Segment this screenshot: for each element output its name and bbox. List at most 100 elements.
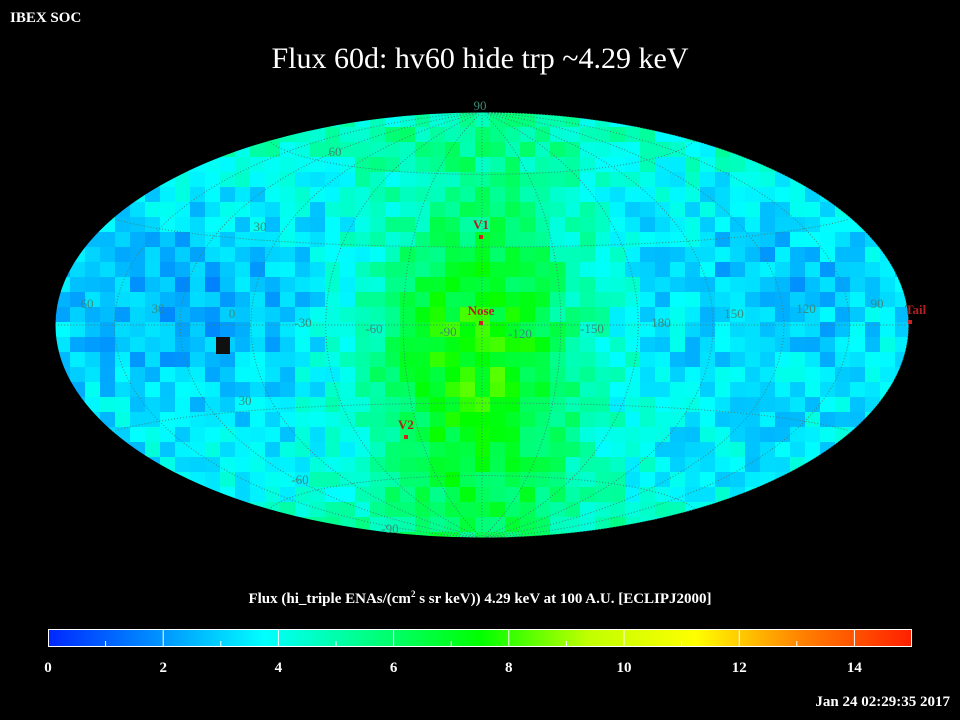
flux-pixel [700,457,716,473]
flux-pixel [115,457,131,473]
flux-pixel [550,112,566,113]
flux-pixel [505,262,521,278]
flux-pixel [610,247,626,263]
flux-pixel [775,322,791,338]
flux-pixel [880,217,896,233]
flux-pixel [460,472,476,488]
flux-pixel [445,202,461,218]
flux-pixel [370,112,386,113]
flux-pixel [655,187,671,203]
flux-pixel [865,412,881,428]
flux-pixel [790,337,806,353]
flux-pixel [700,382,716,398]
flux-pixel [640,322,656,338]
flux-pixel [565,292,581,308]
graticule-line [483,113,562,537]
flux-pixel [250,457,266,473]
flux-pixel [355,382,371,398]
flux-pixel [340,502,356,518]
flux-pixel [610,427,626,443]
flux-pixel [835,352,851,368]
flux-pixel [415,247,431,263]
flux-pixel [565,172,581,188]
flux-pixel [610,172,626,188]
flux-pixel [565,142,581,158]
flux-pixel [190,172,206,188]
marker-label-nose: Nose [468,303,495,318]
flux-pixel [490,397,506,413]
flux-pixel [220,442,236,458]
longitude-label: 150 [724,306,744,321]
flux-pixel [430,232,446,248]
flux-pixel [595,262,611,278]
flux-pixel [430,367,446,383]
flux-pixel [790,292,806,308]
flux-pixel [130,172,146,188]
flux-pixel [235,382,251,398]
flux-pixel [820,322,836,338]
flux-pixel [55,277,56,293]
flux-pixel [205,322,221,338]
longitude-label: -60 [365,321,382,336]
flux-pixel [280,472,296,488]
flux-pixel [115,307,131,323]
flux-pixel [760,277,776,293]
flux-pixel [415,202,431,218]
missing-data-pixel [216,337,230,354]
flux-pixel [640,487,656,503]
flux-pixel [850,187,866,203]
flux-pixel [535,487,551,503]
flux-pixel [700,307,716,323]
flux-pixel [625,247,641,263]
flux-pixel [310,187,326,203]
flux-pixel [265,127,281,143]
flux-pixel [640,457,656,473]
flux-pixel [250,217,266,233]
flux-pixel [220,322,236,338]
flux-pixel [550,457,566,473]
graticule-line [487,112,714,538]
flux-pixel [535,412,551,428]
longitude-label: 90 [871,296,884,311]
flux-pixel [610,127,626,143]
flux-pixel [70,292,86,308]
flux-pixel [490,487,506,503]
flux-pixel [685,322,701,338]
flux-pixel [460,487,476,503]
flux-pixel [865,217,881,233]
flux-pixel [100,352,116,368]
flux-pixel [805,367,821,383]
flux-pixel [535,247,551,263]
flux-pixel [265,187,281,203]
flux-pixel [475,442,491,458]
flux-pixel [490,127,506,143]
flux-pixel [325,127,341,143]
flux-pixel [460,157,476,173]
flux-pixel [730,172,746,188]
flux-pixel [445,487,461,503]
graticule-line [402,113,481,537]
flux-pixel [400,232,416,248]
flux-pixel [85,292,101,308]
flux-pixel [430,337,446,353]
flux-pixel [160,247,176,263]
flux-pixel [745,472,761,488]
flux-pixel [400,202,416,218]
flux-pixel [205,352,221,368]
flux-pixel [520,142,536,158]
flux-pixel [415,262,431,278]
flux-pixel [130,412,146,428]
flux-pixel [325,502,341,518]
flux-pixel [490,517,506,533]
flux-pixel [805,277,821,293]
flux-pixel [595,142,611,158]
flux-pixel [640,217,656,233]
flux-pixel [490,262,506,278]
flux-pixel [145,382,161,398]
flux-pixel [235,472,251,488]
flux-pixel [805,172,821,188]
flux-pixel [565,187,581,203]
flux-pixel [655,112,671,128]
flux-pixel [400,157,416,173]
corner-label: IBEX SOC [10,10,82,26]
